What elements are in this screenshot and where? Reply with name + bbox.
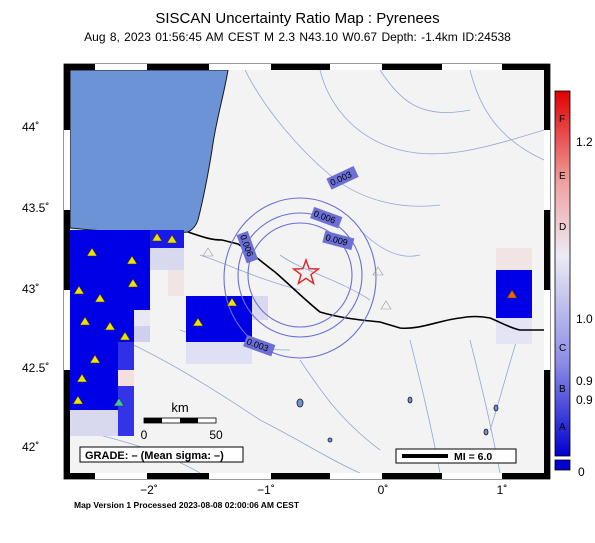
lat-label: 43˚ — [22, 282, 39, 296]
lakes — [296, 396, 499, 443]
grade-label: GRADE: – (Mean sigma: –) — [85, 450, 224, 462]
colorbar-letter: B — [559, 384, 566, 395]
station-marker[interactable] — [104, 321, 116, 331]
station-marker[interactable] — [372, 266, 384, 276]
lat-label: 43.5˚ — [22, 201, 49, 215]
colorbar-value: 1.2 — [576, 135, 593, 149]
station-marker[interactable] — [89, 354, 101, 364]
lat-label: 42˚ — [22, 440, 39, 454]
colorbar-letter: A — [559, 422, 566, 433]
station-marker[interactable] — [72, 395, 84, 405]
lon-label: 0˚ — [378, 483, 389, 497]
scale-unit: km — [171, 400, 188, 415]
station-marker[interactable] — [506, 289, 518, 299]
colorbar-zero-swatch — [554, 459, 571, 471]
station-marker[interactable] — [226, 297, 238, 307]
station-marker[interactable] — [126, 255, 138, 265]
colorbar-value: 0.9 — [576, 393, 593, 407]
scale-end: 50 — [209, 428, 223, 442]
mi-label: MI = 6.0 — [454, 451, 492, 463]
scale-start: 0 — [141, 428, 148, 442]
lon-label: −2˚ — [140, 483, 158, 497]
contours — [223, 197, 377, 359]
axis-labels: 44˚ 43.5˚ 43˚ 42.5˚ 42˚ −2˚ −1˚ 0˚ 1˚ — [22, 120, 507, 497]
colorbar-letter: C — [559, 343, 566, 354]
border-line — [187, 231, 544, 331]
station-marker[interactable] — [119, 331, 131, 341]
map-frame — [63, 63, 551, 480]
station-marker[interactable] — [94, 293, 106, 303]
station-marker[interactable] — [79, 316, 91, 326]
colorbar-value: 0 — [578, 465, 585, 479]
grade-box — [79, 446, 244, 463]
star-icon[interactable] — [291, 257, 321, 286]
map-subtitle: Aug 8, 2023 01:56:45 AM CEST M 2.3 N43.1… — [84, 30, 511, 44]
station-marker[interactable] — [192, 317, 204, 327]
colorbar: F E D C B A 1.2 1.0 0.9 0.9 0 — [554, 90, 593, 479]
lat-label: 44˚ — [22, 120, 39, 134]
colorbar-letter: D — [559, 222, 566, 233]
station-marker[interactable] — [166, 234, 178, 244]
station-marker[interactable] — [380, 300, 392, 310]
station-marker[interactable] — [86, 247, 98, 257]
station-marker[interactable] — [73, 285, 85, 295]
lon-label: 1˚ — [497, 483, 508, 497]
station-marker[interactable] — [113, 397, 125, 407]
map-title: SISCAN Uncertainty Ratio Map : Pyrenees — [155, 10, 440, 27]
mi-box — [395, 448, 517, 464]
lon-label: −1˚ — [257, 483, 275, 497]
map-footer: Map Version 1 Processed 2023-08-08 02:00… — [74, 500, 300, 510]
colorbar-value: 1.0 — [576, 312, 593, 326]
colorbar-letter: E — [559, 171, 566, 182]
lat-label: 42.5˚ — [22, 361, 49, 375]
scale-bar: km 0 50 — [141, 400, 223, 442]
station-marker[interactable] — [202, 247, 214, 257]
station-marker[interactable] — [127, 278, 139, 288]
colorbar-letter: F — [559, 114, 565, 125]
station-marker[interactable] — [151, 232, 163, 242]
stations — [72, 232, 518, 407]
station-marker[interactable] — [76, 373, 88, 383]
colorbar-value: 0.9 — [576, 374, 593, 388]
